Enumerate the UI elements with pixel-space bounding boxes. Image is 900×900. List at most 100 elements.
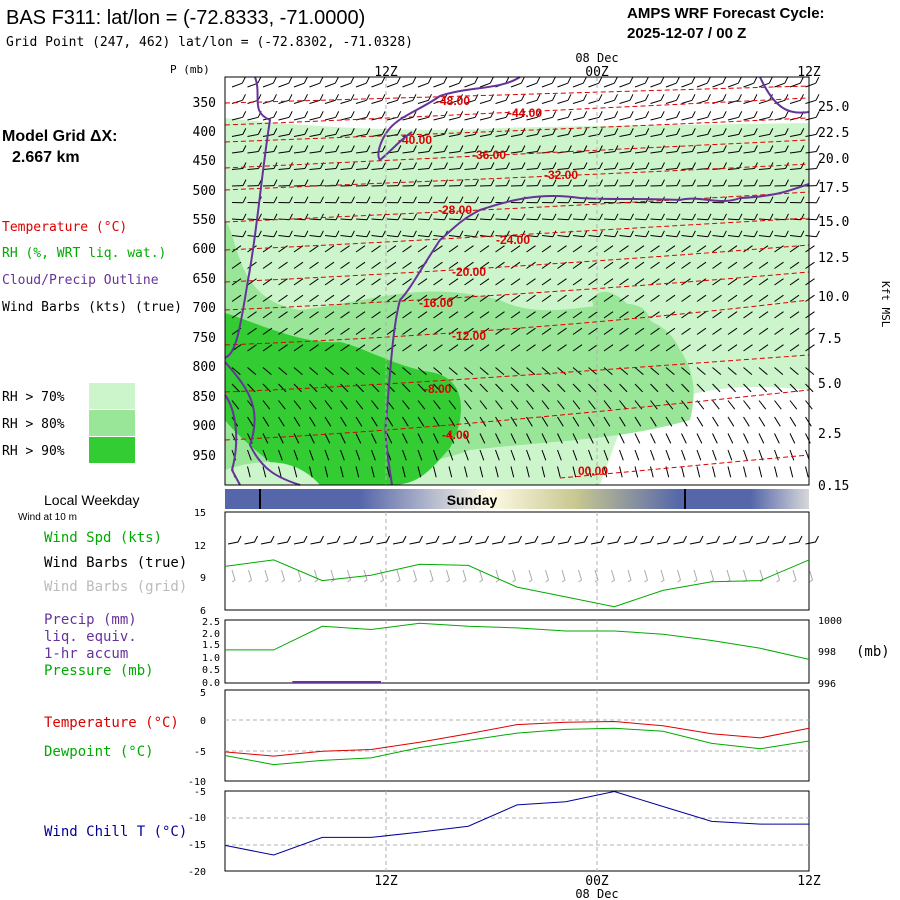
wind-barb-flag [660,230,665,238]
wind-barb-flag [444,162,448,169]
wind-barb-flag [474,128,479,135]
wind-barb [340,235,352,238]
cloud-outline-path [224,394,241,486]
wind-barb [541,344,552,352]
wind-barb [805,245,815,253]
wind-barb [634,383,643,393]
wind-barb-flag [520,76,525,84]
wind-barb [510,327,521,335]
wind-barb [665,168,678,170]
wind-barb-flag [505,94,510,101]
wind-barb [371,294,381,302]
wind-barb [402,218,414,221]
wind-barb-flag [521,179,526,186]
wind-barb [758,400,767,410]
wind-barb [417,133,429,137]
wind-barb [696,82,708,88]
wind-barb-flag [738,230,743,238]
wind-barb [650,218,662,221]
wind-barb [309,466,313,478]
wind-barb [386,82,398,88]
wind-barb [464,133,476,137]
wind-barb-flag [754,179,758,186]
surface-wind-barb-grid [578,569,583,583]
wind-barb [789,99,801,104]
wind-barb [386,245,397,253]
wind-barb-flag [319,76,324,84]
wind-barb-flag [738,94,742,101]
wind-barb-flag [320,213,324,221]
wind-barb [650,449,655,461]
windchill-axis: -5 -10 -15 -20 [188,787,206,878]
wind-barb [417,466,422,478]
height-tick: 25.0 [818,100,849,115]
wind-barb [262,327,273,335]
wind-barb [665,133,677,137]
wind-barb [774,466,778,478]
cloud-outline-path [759,76,810,114]
wind-barb [681,327,691,335]
wind-barb-flag [521,94,525,101]
wind-barb-flag [381,230,386,238]
wind-barb [727,433,734,444]
pressure-tick: 350 [193,96,216,111]
wind-barb [774,327,784,335]
wind-barb-flag [800,230,805,238]
wind-barb-flag [676,230,681,238]
wind-barb [634,218,647,221]
wind-barb-flag [490,111,495,118]
isotherm-line [224,117,810,143]
wind-barb [448,449,454,461]
wind-barb [727,311,738,319]
wind-barb-flag [521,128,526,135]
wind-barb [774,311,784,319]
surface-wind-barb-true [623,535,638,545]
wind-barb [634,344,645,352]
wind-barb [805,344,815,352]
wind-barb [541,383,550,393]
surface-wind-barb-grid [561,569,566,583]
wind-barb [433,311,443,319]
wind-barb [293,235,305,238]
wind-barb [557,311,567,319]
wind-barb [464,383,473,393]
surface-wind-barb-grid [347,569,352,583]
wind-speed-frame [224,511,810,611]
wind-barb [417,245,428,253]
wind-barb [681,449,686,461]
wind-barb [510,344,521,352]
wind-barb [634,116,646,121]
wind-speed-tick: 12 [194,541,206,552]
wind-barb [805,133,817,137]
wind-barb [293,116,305,121]
wind-barb [293,278,304,286]
height-axis-title: Kft MSL [879,281,892,328]
wind-barb [340,82,351,88]
wind-barb [247,294,257,302]
wind-barb [727,218,740,221]
wind-barb-flag [474,230,479,238]
pressure-tick: 700 [193,301,216,316]
wind-barb-flag [568,179,572,186]
wind-barb-flag [288,230,293,238]
wind-barb [309,133,321,137]
wind-barb [727,466,732,478]
wind-barb [727,116,739,121]
wind-barb [340,133,352,137]
wind-barb [340,416,347,427]
wind-barb [417,327,428,335]
wind-barb-flag [397,128,402,135]
wind-barb-flag [350,230,355,238]
surface-wind-barb-true [739,535,753,545]
wind-barb [557,466,561,478]
top-time-tick: 00Z [585,65,609,80]
wind-barb [309,245,319,253]
wind-barb-flag [769,179,774,186]
wind-barb-flag [629,111,634,118]
wind-barb [634,416,642,427]
bottom-time-tick: 12Z [374,874,398,889]
wind-barb [727,383,736,393]
wind-barb [433,344,443,352]
wind-barb [743,168,755,170]
wind-barb [681,168,693,170]
